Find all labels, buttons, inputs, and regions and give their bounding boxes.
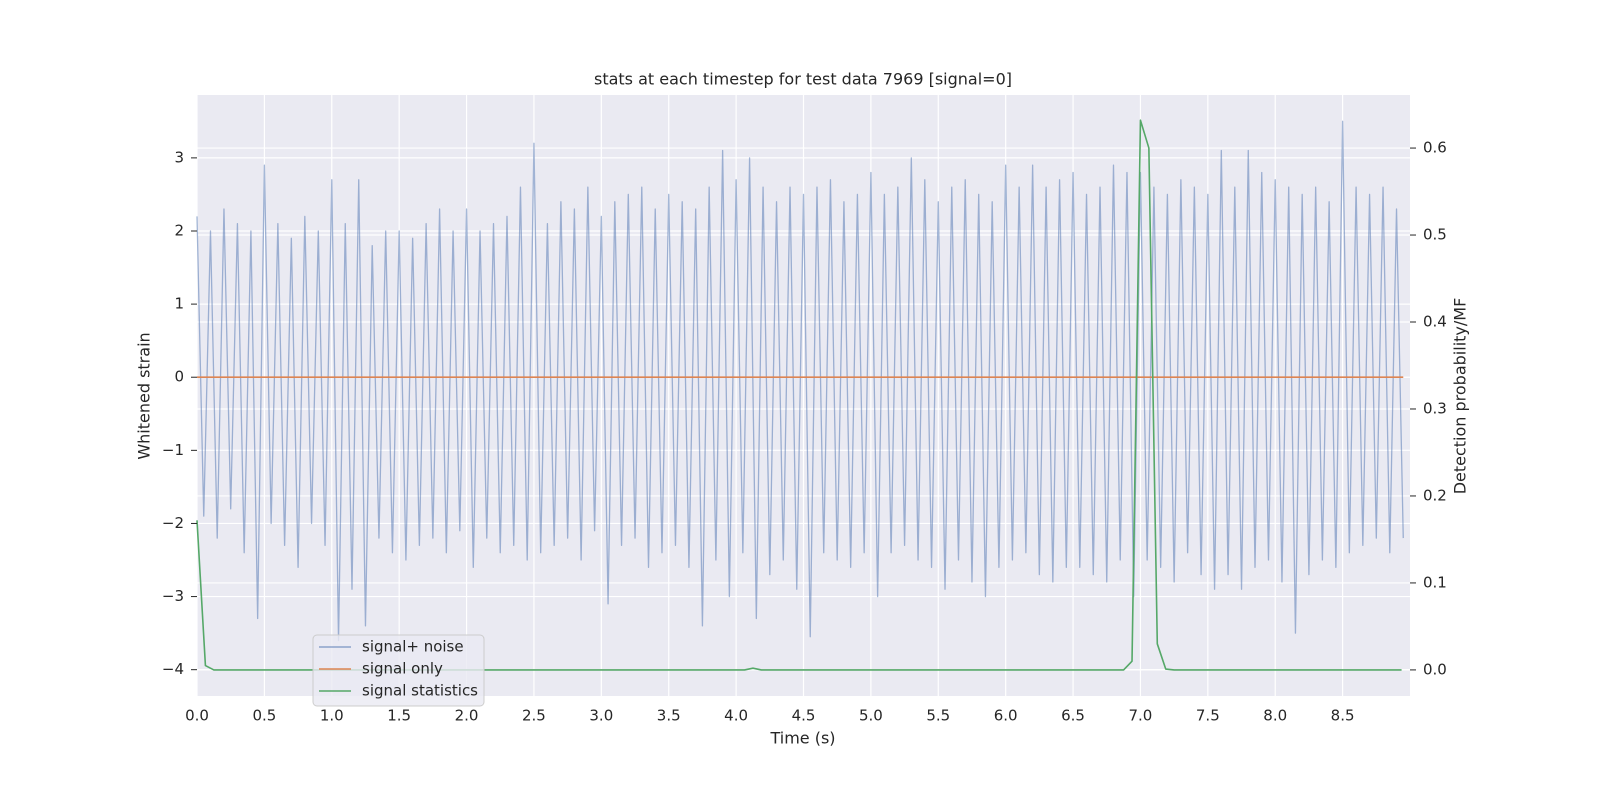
x-tick-label: 8.0: [1263, 707, 1287, 725]
legend: signal+ noise signal only signal statistic…: [312, 634, 485, 707]
y-tick-label: 2: [174, 221, 184, 239]
marks: [196, 119, 1404, 671]
x-tick-label: 4.5: [792, 707, 816, 725]
y2-tick-label: 0.2: [1423, 486, 1447, 504]
y-tick-label: −4: [162, 660, 184, 678]
x-axis-label: Time (s): [769, 729, 835, 748]
y-tick-label: 0: [174, 368, 184, 386]
y2-tick-label: 0.1: [1423, 573, 1447, 591]
labels: stats at each timestep for test data 796…: [135, 70, 1470, 748]
y-tick-label: 3: [174, 148, 184, 166]
legend-label: signal statistics: [362, 682, 478, 700]
x-tick-label: 3.5: [657, 707, 681, 725]
x-tick-label: 1.5: [387, 707, 411, 725]
y-axis-label: Whitened strain: [135, 332, 154, 459]
x-tick-label: 3.0: [589, 707, 613, 725]
x-tick-label: 8.5: [1331, 707, 1355, 725]
x-tick-label: 2.0: [455, 707, 479, 725]
legend-label: signal+ noise: [362, 638, 464, 656]
y2-tick-label: 0.4: [1423, 313, 1447, 331]
x-tick-label: 1.0: [320, 707, 344, 725]
y-tick-label: 1: [174, 295, 184, 313]
y2-tick-label: 0.3: [1423, 399, 1447, 417]
x-tick-label: 7.5: [1196, 707, 1220, 725]
y-tick-label: −3: [162, 587, 184, 605]
x-tick-label: 6.5: [1061, 707, 1085, 725]
line-series: [196, 119, 1402, 671]
x-tick-label: 7.0: [1129, 707, 1153, 725]
y-tick-label: −2: [162, 514, 184, 532]
x-tick-label: 2.5: [522, 707, 546, 725]
x-tick-label: 5.5: [926, 707, 950, 725]
x-tick-label: 4.0: [724, 707, 748, 725]
y-tick-label: −1: [162, 441, 184, 459]
x-tick-label: 5.0: [859, 707, 883, 725]
x-tick-label: 0.0: [185, 707, 209, 725]
legend-label: signal only: [362, 660, 443, 678]
y2-tick-label: 0.0: [1423, 660, 1447, 678]
x-tick-label: 0.5: [252, 707, 276, 725]
legend-box: [312, 634, 485, 707]
chart-title: stats at each timestep for test data 796…: [594, 70, 1012, 89]
line-series: [196, 120, 1404, 642]
x-tick-label: 6.0: [994, 707, 1018, 725]
y2-axis-label: Detection probability/MF: [1451, 298, 1470, 495]
y2-tick-label: 0.6: [1423, 139, 1447, 157]
y2-tick-label: 0.5: [1423, 226, 1447, 244]
